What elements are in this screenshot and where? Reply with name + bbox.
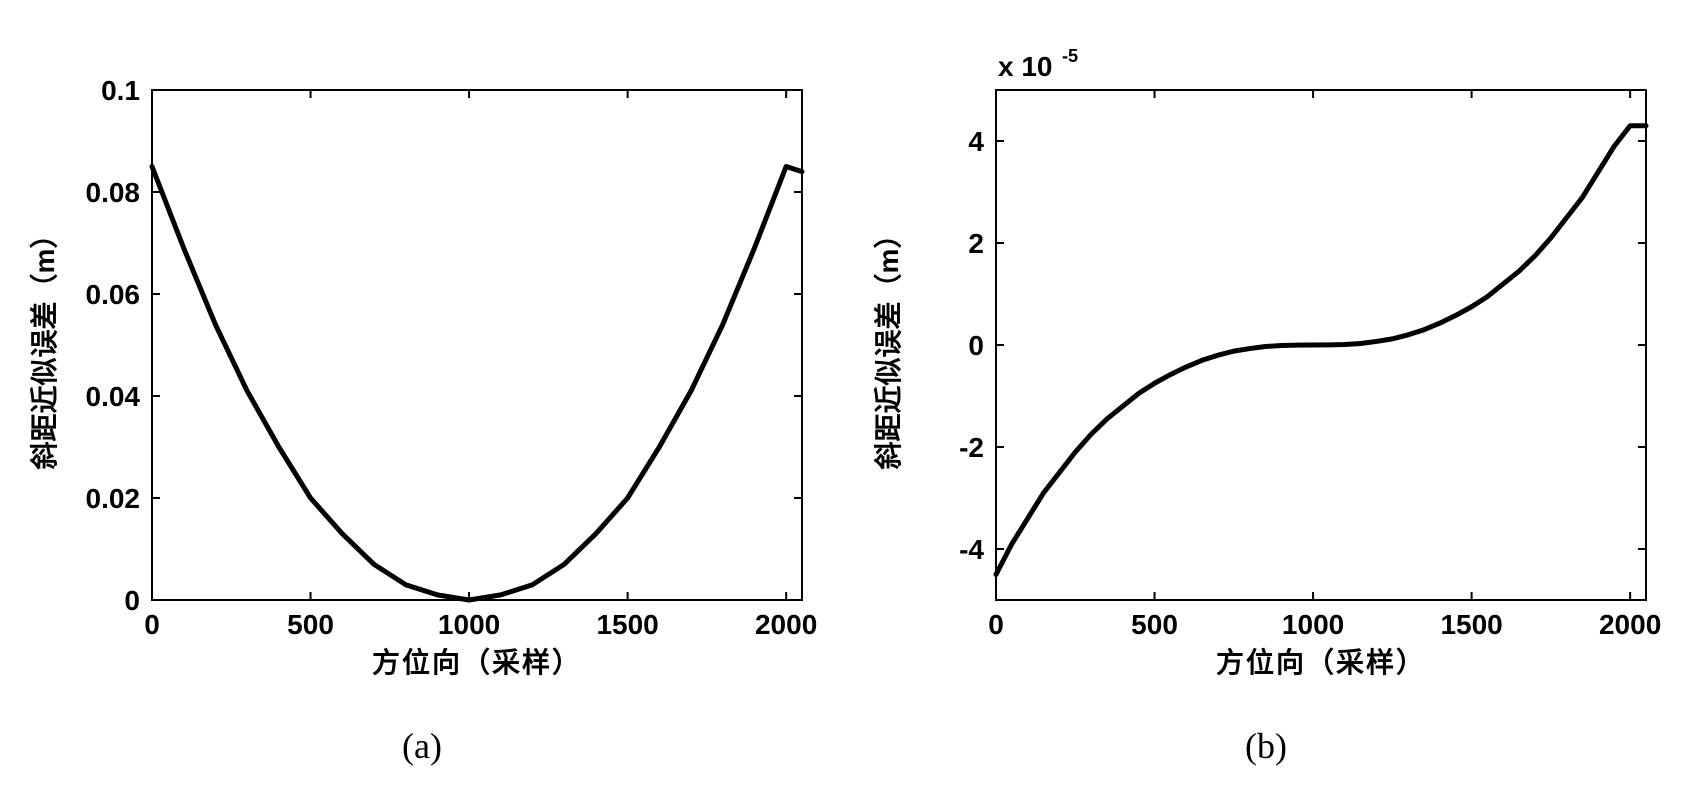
panel-b: 0 500 1000 1500 2000 -4 -2 0 2 4 方位向（采样） 斜距近似误差（m） x… xyxy=(866,40,1666,767)
svg-text:2000: 2000 xyxy=(1599,609,1661,640)
svg-text:2000: 2000 xyxy=(755,609,817,640)
svg-text:方位向（采样）: 方位向（采样） xyxy=(1216,646,1426,678)
svg-text:0: 0 xyxy=(968,330,984,361)
panel-a-label: (a) xyxy=(402,725,442,767)
panel-a: 0 500 1000 1500 2000 0 0.02 0.04 0.06 0.08 0.1 方位向（… xyxy=(22,40,822,767)
svg-text:1000: 1000 xyxy=(1282,609,1344,640)
svg-text:-2: -2 xyxy=(959,432,984,463)
svg-text:4: 4 xyxy=(968,126,984,157)
svg-text:0.08: 0.08 xyxy=(86,177,141,208)
svg-text:0: 0 xyxy=(988,609,1004,640)
plot-area-a: 0 500 1000 1500 2000 0 0.02 0.04 0.06 0.08 0.1 方位向（… xyxy=(22,40,822,690)
figure-container: 0 500 1000 1500 2000 0 0.02 0.04 0.06 0.08 0.1 方位向（… xyxy=(0,0,1688,767)
svg-text:0.06: 0.06 xyxy=(86,279,141,310)
svg-text:方位向（采样）: 方位向（采样） xyxy=(372,646,582,678)
chart-a-svg: 0 500 1000 1500 2000 0 0.02 0.04 0.06 0.08 0.1 方位向（… xyxy=(22,40,822,690)
svg-text:-4: -4 xyxy=(959,534,984,565)
svg-text:x 10: x 10 xyxy=(998,51,1053,82)
svg-text:斜距近似误差（m）: 斜距近似误差（m） xyxy=(28,221,60,470)
chart-b-svg: 0 500 1000 1500 2000 -4 -2 0 2 4 方位向（采样） 斜距近似误差（m） x… xyxy=(866,40,1666,690)
svg-text:斜距近似误差（m）: 斜距近似误差（m） xyxy=(872,221,904,470)
svg-text:500: 500 xyxy=(287,609,334,640)
panel-b-label: (b) xyxy=(1245,725,1287,767)
svg-text:500: 500 xyxy=(1131,609,1178,640)
svg-text:1500: 1500 xyxy=(596,609,658,640)
svg-text:0: 0 xyxy=(124,585,140,616)
svg-text:1500: 1500 xyxy=(1440,609,1502,640)
svg-text:0: 0 xyxy=(144,609,160,640)
svg-text:2: 2 xyxy=(968,228,984,259)
svg-text:-5: -5 xyxy=(1062,46,1078,66)
svg-text:0.04: 0.04 xyxy=(86,381,141,412)
svg-text:1000: 1000 xyxy=(438,609,500,640)
svg-text:0.02: 0.02 xyxy=(86,483,141,514)
svg-text:0.1: 0.1 xyxy=(101,75,140,106)
plot-area-b: 0 500 1000 1500 2000 -4 -2 0 2 4 方位向（采样） 斜距近似误差（m） x… xyxy=(866,40,1666,690)
